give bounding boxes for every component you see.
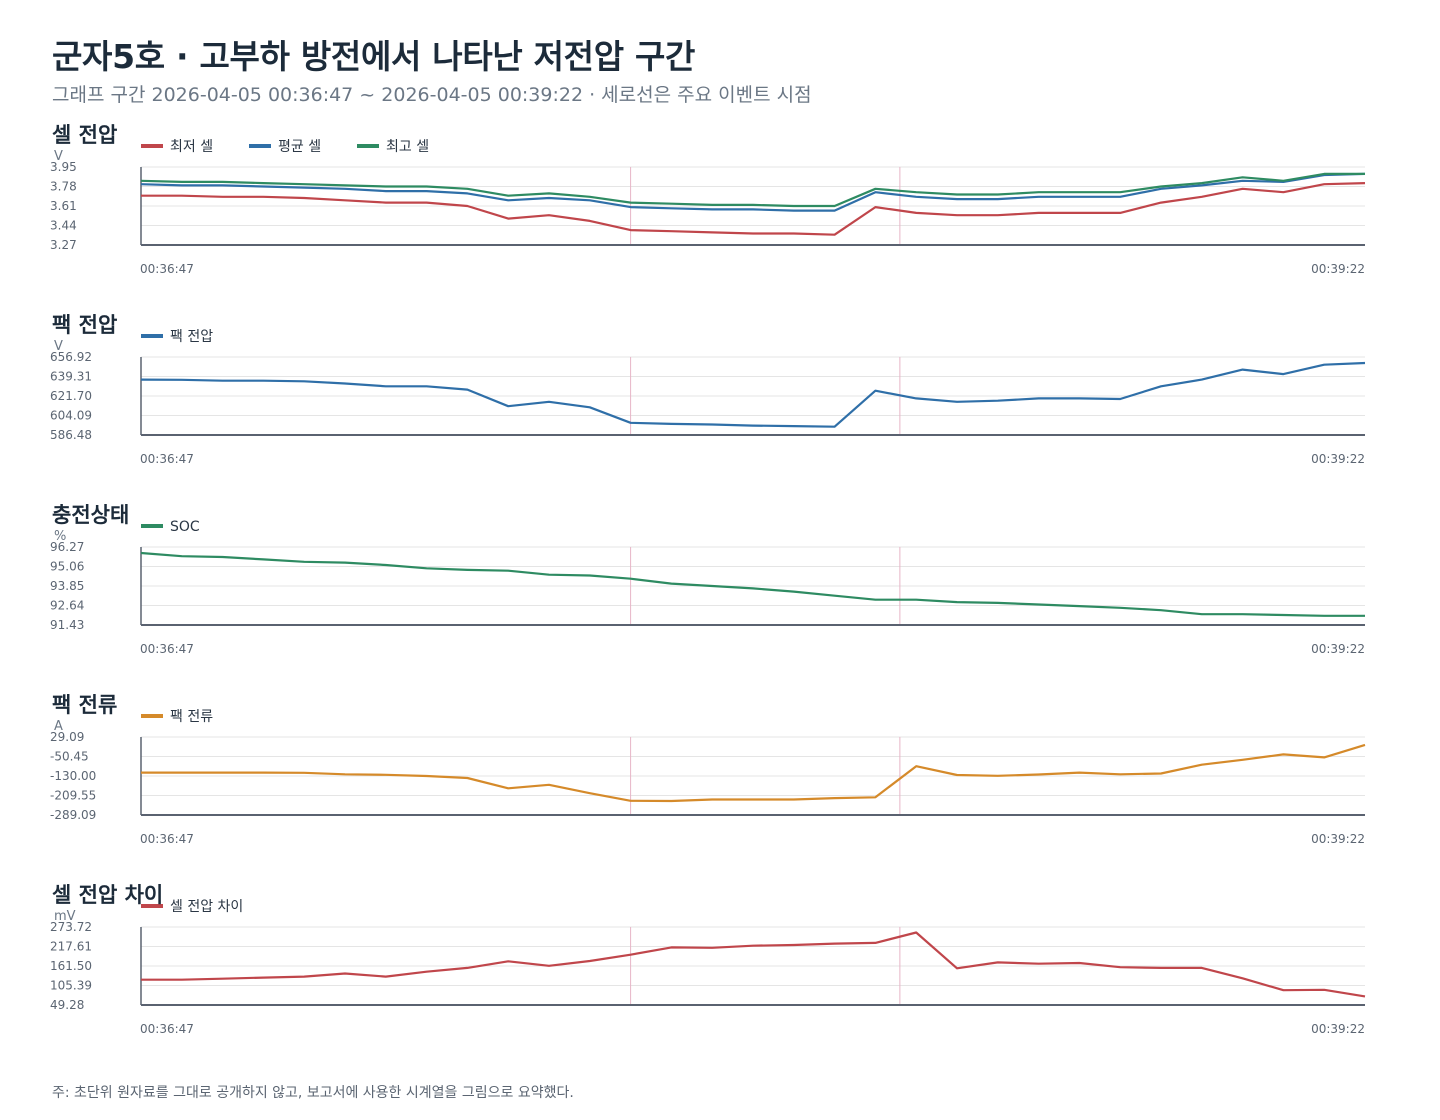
chart-svg-1: 656.92 639.31 621.70 604.09 586.48 00:36:47 00… [50,313,1366,466]
y-tick-label: 656.92 [50,350,92,364]
y-unit-label: mV [54,909,76,924]
series-line-0 [140,551,1365,617]
y-tick-label: 604.09 [50,409,92,423]
chart-svg-3: 29.09 -50.45 -130.00 -209.55 -289.09 00:36:47… [50,693,1366,846]
y-tick-label: 586.48 [50,428,92,442]
y-tick-label: 49.28 [50,998,84,1012]
x-tick-label-start: 00:36:47 [140,452,194,466]
y-tick-label: 3.27 [50,238,77,252]
x-tick-label-start: 00:36:47 [140,1022,194,1036]
y-tick-label: 3.61 [50,199,77,213]
y-tick-label: 29.09 [50,730,84,744]
x-tick-label-start: 00:36:47 [140,832,194,846]
chart-svg-0: 3.95 3.78 3.61 3.44 3.27 00:36:47 00:39:22 최저 셀… [50,123,1366,276]
chart-svg-4: 273.72 217.61 161.50 105.39 49.28 00:36:47 00:… [50,883,1366,1036]
footnote: 주: 초단위 원자료를 그대로 공개하지 않고, 보고서에 사용한 시계열을 그… [52,1085,574,1101]
series-line-0 [140,361,1366,428]
y-unit-label: A [54,719,63,734]
y-tick-label: 96.27 [50,540,84,554]
y-tick-label: -50.45 [50,750,89,764]
legend-label: SOC [170,519,200,535]
chart-title: 팩 전류 [52,693,117,717]
y-unit-label: V [54,339,63,354]
x-tick-label-start: 00:36:47 [140,262,194,276]
chart-title: 셀 전압 [52,123,117,147]
series-line-2 [140,172,1365,208]
series-line-0 [141,743,1366,803]
y-tick-label: 217.61 [50,940,92,954]
y-tick-label: 92.64 [50,599,84,613]
chart-panel-1: 656.92 639.31 621.70 604.09 586.48 00:36:47 00… [0,305,1440,480]
series-line-0 [141,931,1366,998]
chart-panel-3: 29.09 -50.45 -130.00 -209.55 -289.09 00:36:47… [0,685,1440,860]
y-tick-label: 273.72 [50,920,92,934]
y-tick-label: 91.43 [50,618,84,632]
y-tick-label: 93.85 [50,579,84,593]
chart-title: 충전상태 [52,503,129,527]
legend-label: 셀 전압 차이 [170,899,243,915]
y-tick-label: 95.06 [50,560,84,574]
x-tick-label-end: 00:39:22 [1311,1022,1365,1036]
x-tick-label-end: 00:39:22 [1311,642,1365,656]
y-unit-label: V [54,149,63,164]
legend-label: 팩 전압 [170,329,213,345]
y-tick-label: -209.55 [50,789,96,803]
legend-label: 평균 셀 [278,139,321,155]
y-tick-label: 161.50 [50,959,92,973]
series-line-0 [141,182,1366,236]
y-tick-label: 3.44 [50,219,77,233]
chart-title: 팩 전압 [52,313,117,337]
chart-title: 셀 전압 차이 [52,883,163,907]
x-tick-label-end: 00:39:22 [1311,262,1365,276]
chart-panel-0: 3.95 3.78 3.61 3.44 3.27 00:36:47 00:39:22 최저 셀… [0,115,1440,290]
legend-label: 팩 전류 [170,709,213,725]
y-tick-label: 3.78 [50,180,77,194]
y-tick-label: 621.70 [50,389,92,403]
legend-label: 최저 셀 [170,139,213,155]
x-tick-label-start: 00:36:47 [140,642,194,656]
y-unit-label: % [54,529,66,544]
x-tick-label-end: 00:39:22 [1311,452,1365,466]
chart-panel-2: 96.27 95.06 93.85 92.64 91.43 00:36:47 00:39:2… [0,495,1440,670]
chart-panel-4: 273.72 217.61 161.50 105.39 49.28 00:36:47 00:… [0,875,1440,1050]
chart-svg-2: 96.27 95.06 93.85 92.64 91.43 00:36:47 00:39:2… [50,503,1365,656]
legend-label: 최고 셀 [386,139,429,155]
series-line-1 [140,172,1366,212]
y-tick-label: 105.39 [50,979,92,993]
x-tick-label-end: 00:39:22 [1311,832,1365,846]
page-title: 군자5호 · 고부하 방전에서 나타난 저전압 구간 [52,37,696,76]
y-tick-label: 639.31 [50,370,92,384]
y-tick-label: 3.95 [50,160,77,174]
page-subtitle: 그래프 구간 2026-04-05 00:36:47 ~ 2026-04-05 … [52,84,812,106]
y-tick-label: -130.00 [50,769,96,783]
y-tick-label: -289.09 [50,808,96,822]
